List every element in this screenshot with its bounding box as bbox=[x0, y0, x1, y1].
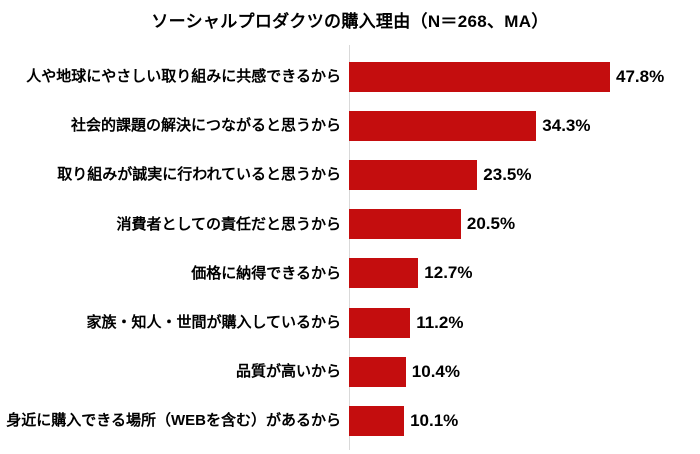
category-label: 消費者としての責任だと思うから bbox=[116, 215, 341, 233]
category-label: 社会的課題の解決につながると思うから bbox=[70, 117, 341, 135]
bar-row: 身近に購入できる場所（WEBを含む）があるから 10.1% bbox=[0, 396, 700, 445]
bar-row: 品質が高いから 10.4% bbox=[0, 347, 700, 396]
value-label: 10.4% bbox=[411, 361, 460, 381]
bar-zone: 34.3% bbox=[349, 110, 700, 141]
bar bbox=[349, 159, 478, 190]
bar-zone: 10.1% bbox=[349, 405, 700, 436]
bar-row: 消費者としての責任だと思うから 20.5% bbox=[0, 200, 700, 249]
bar-zone: 47.8% bbox=[349, 61, 700, 92]
category-label: 人や地球にやさしい取り組みに共感できるから bbox=[26, 67, 341, 85]
bar bbox=[349, 307, 411, 338]
bar-zone: 10.4% bbox=[349, 356, 700, 387]
value-label: 10.1% bbox=[410, 410, 459, 430]
bar-zone: 11.2% bbox=[349, 307, 700, 338]
value-label: 23.5% bbox=[483, 164, 532, 184]
bar-row: 取り組みが誠実に行われていると思うから 23.5% bbox=[0, 150, 700, 199]
bar-zone: 12.7% bbox=[349, 258, 700, 289]
value-label: 47.8% bbox=[616, 66, 665, 86]
chart-title: ソーシャルプロダクツの購入理由（N＝268、MA） bbox=[151, 12, 549, 31]
category-label: 品質が高いから bbox=[235, 363, 341, 381]
value-label: 12.7% bbox=[424, 263, 473, 283]
bar-row: 家族・知人・世間が購入しているから 11.2% bbox=[0, 298, 700, 347]
category-label: 価格に納得できるから bbox=[191, 264, 341, 282]
bar bbox=[349, 110, 537, 141]
bar bbox=[349, 258, 419, 289]
bar-row: 人や地球にやさしい取り組みに共感できるから 47.8% bbox=[0, 52, 700, 101]
category-axis-line bbox=[349, 45, 350, 450]
value-label: 20.5% bbox=[466, 214, 516, 234]
category-label: 身近に購入できる場所（WEBを含む）があるから bbox=[6, 412, 341, 430]
bar bbox=[349, 405, 405, 436]
value-label: 34.3% bbox=[542, 115, 591, 135]
bar bbox=[349, 61, 610, 92]
bar-chart-rows: 人や地球にやさしい取り組みに共感できるから 47.8% 社会的課題の解決につなが… bbox=[0, 52, 700, 446]
bar bbox=[349, 356, 406, 387]
value-label: 11.2% bbox=[416, 312, 464, 332]
bar-zone: 20.5% bbox=[349, 209, 700, 240]
bar-zone: 23.5% bbox=[349, 159, 700, 190]
bar-row: 価格に納得できるから 12.7% bbox=[0, 249, 700, 298]
bar-row: 社会的課題の解決につながると思うから 34.3% bbox=[0, 101, 700, 150]
category-label: 取り組みが誠実に行われていると思うから bbox=[57, 166, 341, 184]
category-label: 家族・知人・世間が購入しているから bbox=[86, 313, 341, 331]
bar bbox=[349, 209, 461, 240]
